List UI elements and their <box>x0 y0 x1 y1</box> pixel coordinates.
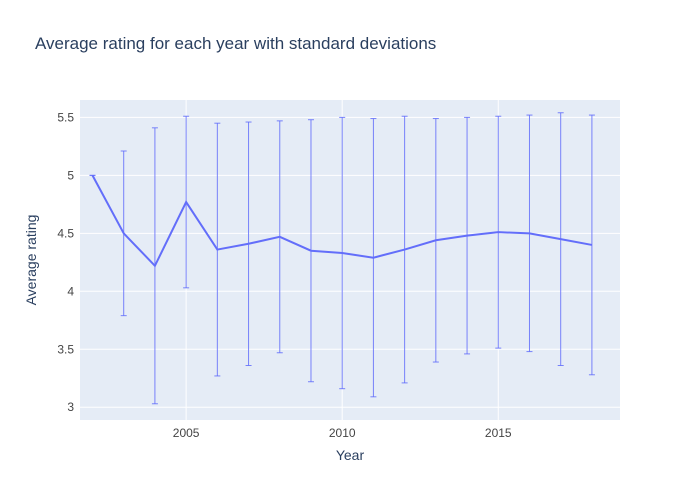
y-axis-ticks: 3 3.5 4 4.5 5 5.5 <box>57 110 74 414</box>
chart-title: Average rating for each year with standa… <box>35 34 437 53</box>
x-axis-ticks: 2005 2010 2015 <box>173 426 512 440</box>
x-axis-label: Year <box>336 447 365 463</box>
x-tick-label: 2010 <box>329 426 356 440</box>
series-line <box>91 174 593 268</box>
plot-background <box>80 100 620 420</box>
x-tick-label: 2015 <box>485 426 512 440</box>
y-tick-label: 3.5 <box>57 342 74 356</box>
y-tick-label: 5 <box>67 168 74 182</box>
y-tick-label: 5.5 <box>57 110 74 124</box>
y-tick-label: 4 <box>67 284 74 298</box>
y-axis-label: Average rating <box>23 215 39 306</box>
x-tick-label: 2005 <box>173 426 200 440</box>
y-tick-label: 4.5 <box>57 226 74 240</box>
y-tick-label: 3 <box>67 400 74 414</box>
